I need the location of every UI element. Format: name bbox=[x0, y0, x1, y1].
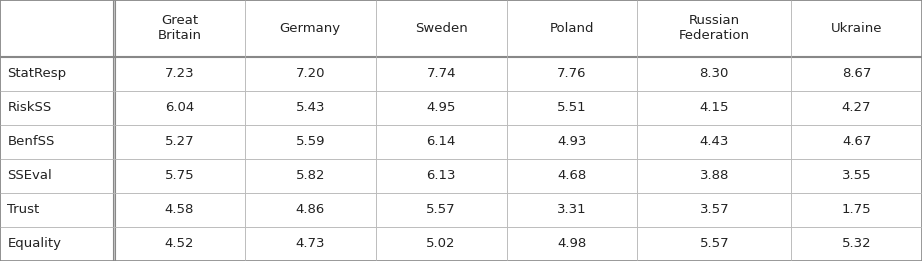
Text: 1.75: 1.75 bbox=[842, 203, 871, 216]
Bar bbox=[245, 227, 376, 261]
Bar bbox=[506, 56, 637, 91]
Text: 7.23: 7.23 bbox=[165, 67, 195, 80]
Text: 5.82: 5.82 bbox=[296, 169, 325, 182]
Bar bbox=[0, 56, 114, 91]
Text: 5.32: 5.32 bbox=[842, 238, 871, 251]
Bar bbox=[376, 227, 506, 261]
Bar bbox=[506, 159, 637, 193]
Bar bbox=[376, 56, 506, 91]
Text: 5.75: 5.75 bbox=[165, 169, 195, 182]
Bar bbox=[114, 56, 245, 91]
Bar bbox=[114, 91, 245, 125]
Text: 6.13: 6.13 bbox=[426, 169, 455, 182]
Text: 4.95: 4.95 bbox=[427, 101, 455, 114]
Bar bbox=[0, 125, 114, 159]
Bar bbox=[0, 91, 114, 125]
Text: RiskSS: RiskSS bbox=[7, 101, 52, 114]
Text: 3.31: 3.31 bbox=[557, 203, 586, 216]
Text: StatResp: StatResp bbox=[7, 67, 66, 80]
Bar bbox=[114, 0, 245, 56]
Bar bbox=[114, 193, 245, 227]
Bar bbox=[0, 159, 114, 193]
Text: 5.57: 5.57 bbox=[426, 203, 456, 216]
Text: 4.73: 4.73 bbox=[296, 238, 325, 251]
Bar bbox=[245, 91, 376, 125]
Text: 4.15: 4.15 bbox=[700, 101, 729, 114]
Bar bbox=[245, 56, 376, 91]
Bar bbox=[376, 125, 506, 159]
Bar bbox=[506, 193, 637, 227]
Text: 5.02: 5.02 bbox=[426, 238, 455, 251]
Bar bbox=[506, 125, 637, 159]
Bar bbox=[637, 227, 791, 261]
Text: Great
Britain: Great Britain bbox=[158, 14, 201, 42]
Bar bbox=[791, 125, 922, 159]
Text: Germany: Germany bbox=[279, 22, 341, 35]
Bar bbox=[0, 0, 114, 56]
Text: 3.55: 3.55 bbox=[842, 169, 871, 182]
Bar bbox=[376, 91, 506, 125]
Bar bbox=[0, 193, 114, 227]
Bar bbox=[791, 0, 922, 56]
Bar bbox=[114, 125, 245, 159]
Bar bbox=[637, 125, 791, 159]
Text: Ukraine: Ukraine bbox=[831, 22, 882, 35]
Text: Trust: Trust bbox=[7, 203, 40, 216]
Text: Sweden: Sweden bbox=[415, 22, 467, 35]
Bar bbox=[637, 159, 791, 193]
Bar bbox=[376, 0, 506, 56]
Bar bbox=[506, 227, 637, 261]
Bar bbox=[637, 0, 791, 56]
Text: 6.04: 6.04 bbox=[165, 101, 194, 114]
Bar bbox=[245, 159, 376, 193]
Text: 4.86: 4.86 bbox=[296, 203, 325, 216]
Text: Russian
Federation: Russian Federation bbox=[679, 14, 750, 42]
Bar bbox=[376, 193, 506, 227]
Text: 6.14: 6.14 bbox=[427, 135, 455, 148]
Text: 8.67: 8.67 bbox=[842, 67, 871, 80]
Bar bbox=[791, 91, 922, 125]
Bar bbox=[506, 0, 637, 56]
Text: 4.93: 4.93 bbox=[558, 135, 586, 148]
Bar bbox=[0, 227, 114, 261]
Bar bbox=[637, 91, 791, 125]
Text: 4.43: 4.43 bbox=[700, 135, 729, 148]
Text: 4.68: 4.68 bbox=[558, 169, 586, 182]
Bar bbox=[791, 227, 922, 261]
Text: BenfSS: BenfSS bbox=[7, 135, 54, 148]
Bar bbox=[791, 159, 922, 193]
Bar bbox=[637, 193, 791, 227]
Text: 8.30: 8.30 bbox=[700, 67, 729, 80]
Bar bbox=[506, 91, 637, 125]
Bar bbox=[791, 193, 922, 227]
Text: 5.59: 5.59 bbox=[296, 135, 325, 148]
Bar bbox=[245, 125, 376, 159]
Text: 4.52: 4.52 bbox=[165, 238, 195, 251]
Bar bbox=[245, 193, 376, 227]
Text: SSEval: SSEval bbox=[7, 169, 53, 182]
Text: 5.57: 5.57 bbox=[700, 238, 729, 251]
Bar bbox=[114, 227, 245, 261]
Bar bbox=[791, 56, 922, 91]
Bar bbox=[637, 56, 791, 91]
Text: 4.27: 4.27 bbox=[842, 101, 871, 114]
Text: 4.98: 4.98 bbox=[558, 238, 586, 251]
Text: 5.43: 5.43 bbox=[296, 101, 325, 114]
Bar bbox=[114, 159, 245, 193]
Text: 3.57: 3.57 bbox=[700, 203, 729, 216]
Text: 7.74: 7.74 bbox=[426, 67, 455, 80]
Text: 7.20: 7.20 bbox=[296, 67, 325, 80]
Bar bbox=[376, 159, 506, 193]
Text: 5.27: 5.27 bbox=[165, 135, 195, 148]
Text: 5.51: 5.51 bbox=[557, 101, 586, 114]
Text: 3.88: 3.88 bbox=[700, 169, 729, 182]
Text: Poland: Poland bbox=[550, 22, 595, 35]
Text: 7.76: 7.76 bbox=[557, 67, 586, 80]
Text: Equality: Equality bbox=[7, 238, 62, 251]
Bar bbox=[245, 0, 376, 56]
Text: 4.58: 4.58 bbox=[165, 203, 195, 216]
Text: 4.67: 4.67 bbox=[842, 135, 871, 148]
